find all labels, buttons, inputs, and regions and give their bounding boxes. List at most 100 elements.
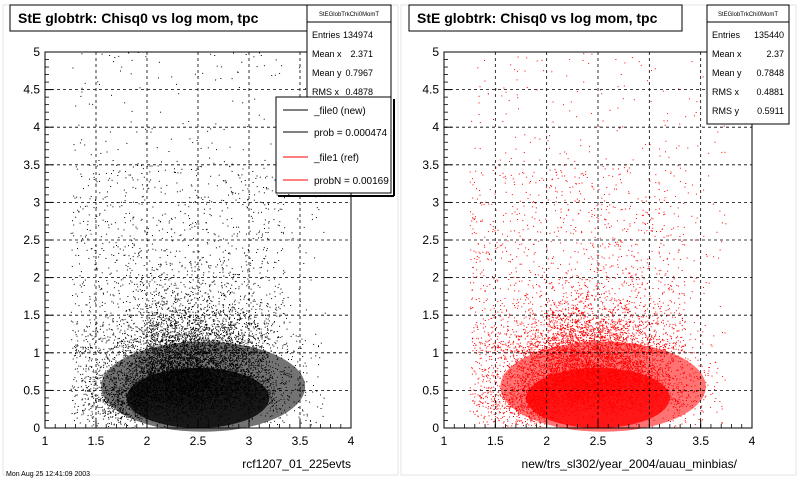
left-data-point [214,331,216,333]
left-data-point [207,130,209,132]
left-title-box [9,4,308,32]
left-data-point [263,65,265,67]
left-data-point [207,293,209,295]
left-data-point [233,233,235,235]
left-data-point [104,337,106,339]
left-data-point [202,199,204,200]
left-data-point [206,314,208,316]
left-data-point [222,310,224,312]
left-data-point [254,326,256,328]
left-data-point [79,356,81,357]
left-data-point [92,347,93,349]
left-data-point [163,328,165,330]
left-data-point [107,357,109,359]
left-data-point [167,308,169,310]
left-data-point [258,332,260,334]
left-data-point [194,321,196,323]
left-data-point [200,320,202,322]
left-data-point [266,187,267,189]
left-data-point [76,242,78,244]
left-data-point [195,293,197,295]
left-data-point [123,229,125,231]
left-data-point [110,412,112,414]
left-data-point [221,293,223,295]
left-data-point [133,283,135,285]
left-data-point [228,324,230,326]
left-data-point [79,352,81,354]
left-data-point [167,325,169,327]
left-data-point [85,385,87,387]
left-data-point [237,233,239,235]
left-data-point [214,320,216,322]
left-data-point [183,330,185,332]
left-data-point [278,225,280,227]
left-data-point [102,409,104,411]
left-data-point [151,267,153,269]
left-data-point [108,405,110,407]
left-data-point [151,279,153,281]
left-data-point [160,317,162,319]
left-data-point [104,311,106,312]
left-data-point [181,264,183,266]
left-data-point [172,335,174,337]
left-data-point [310,279,312,281]
left-data-point [127,296,129,297]
left-data-point [245,323,247,325]
left-data-point [167,339,169,341]
left-data-point [165,339,167,341]
left-data-point [199,326,201,328]
left-data-point [182,222,184,224]
left-data-point [253,328,255,330]
left-data-point [303,263,305,264]
left-data-point [94,260,96,262]
left-data-point [156,343,158,345]
left-data-point [222,222,224,224]
left-data-point [221,199,223,201]
left-data-point [206,203,208,205]
left-data-point [153,330,155,332]
left-data-point [249,324,251,326]
left-data-point [88,369,90,371]
left-data-point [104,358,106,360]
left-data-point [149,335,151,337]
left-data-point [156,323,158,325]
left-data-point [140,290,142,292]
left-data-point [227,291,229,293]
left-data-point [101,288,103,290]
left-data-point [137,340,139,342]
left-data-point [261,334,263,336]
left-data-point [110,312,112,314]
left-data-point [229,293,231,295]
left-data-point [122,284,124,286]
left-data-point [174,311,176,313]
left-data-point [171,236,173,238]
left-data-point [112,294,114,296]
left-data-point [238,323,240,324]
left-data-point [232,193,234,195]
left-data-point [127,425,129,426]
left-data-point [143,333,145,335]
left-data-point [131,59,133,61]
left-data-point [213,233,215,235]
left-data-point [150,179,152,181]
left-data-point [151,324,153,326]
left-data-point [125,350,127,352]
left-data-point [76,344,78,346]
left-data-point [103,418,105,420]
left-data-point [126,301,128,302]
left-data-point [127,325,129,327]
left-data-point [175,325,177,327]
left-data-point [106,354,107,356]
left-data-point [118,306,120,308]
left-data-point [143,176,145,178]
left-data-point [168,320,170,322]
left-data-point [242,247,244,249]
left-data-point [180,298,182,299]
left-data-point [109,294,111,296]
left-data-point [198,325,200,327]
left-data-point [284,271,286,273]
left-data-point [151,243,153,245]
left-data-point [120,341,122,343]
left-data-point [151,341,153,343]
left-data-point [217,320,219,322]
